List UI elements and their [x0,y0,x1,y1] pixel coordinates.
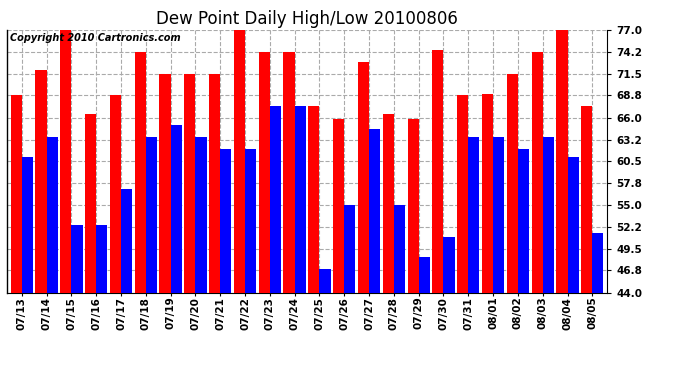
Bar [556,30,567,375]
Bar [543,137,554,375]
Bar [35,70,47,375]
Bar [308,106,319,375]
Bar [96,225,108,375]
Bar [220,149,231,375]
Bar [408,119,419,375]
Bar [333,119,344,375]
Bar [433,50,444,375]
Bar [71,225,83,375]
Bar [121,189,132,375]
Bar [110,95,121,375]
Bar [60,30,71,375]
Bar [394,205,405,375]
Bar [259,52,270,375]
Bar [469,137,480,375]
Bar [482,94,493,375]
Bar [444,237,455,375]
Bar [209,74,220,375]
Bar [457,95,469,375]
Bar [518,149,529,375]
Bar [369,129,380,375]
Bar [234,30,245,375]
Bar [245,149,256,375]
Bar [567,157,579,375]
Bar [592,233,604,375]
Bar [184,74,195,375]
Bar [358,62,369,375]
Bar [22,157,33,375]
Bar [581,106,592,375]
Bar [135,52,146,375]
Bar [531,52,543,375]
Bar [419,257,430,375]
Bar [195,137,206,375]
Bar [284,52,295,375]
Bar [159,74,170,375]
Bar [319,268,331,375]
Bar [170,126,181,375]
Bar [85,114,96,375]
Bar [493,137,504,375]
Bar [270,106,281,375]
Bar [146,137,157,375]
Bar [47,137,58,375]
Bar [383,114,394,375]
Bar [295,106,306,375]
Bar [344,205,355,375]
Title: Dew Point Daily High/Low 20100806: Dew Point Daily High/Low 20100806 [156,10,458,28]
Text: Copyright 2010 Cartronics.com: Copyright 2010 Cartronics.com [10,33,181,43]
Bar [10,95,22,375]
Bar [506,74,518,375]
